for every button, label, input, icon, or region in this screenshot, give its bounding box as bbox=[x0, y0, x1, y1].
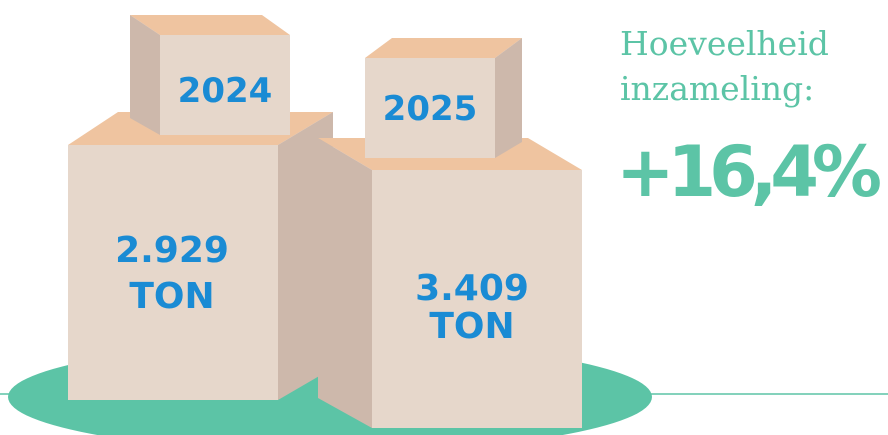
box-2025-small bbox=[365, 38, 522, 158]
change-value: +16,4% bbox=[616, 131, 882, 213]
box-2024-small bbox=[130, 15, 290, 135]
unit-label: TON bbox=[429, 306, 514, 347]
unit-label: TON bbox=[129, 276, 214, 317]
heading-line: inzameling: bbox=[620, 69, 814, 108]
box-2025 bbox=[318, 138, 582, 428]
amount-label: 2.929 bbox=[115, 230, 229, 271]
heading-line: Hoeveelheid bbox=[620, 24, 829, 63]
year-label: 2024 bbox=[178, 71, 273, 111]
year-label: 2025 bbox=[383, 89, 478, 129]
amount-label: 3.409 bbox=[415, 268, 529, 309]
